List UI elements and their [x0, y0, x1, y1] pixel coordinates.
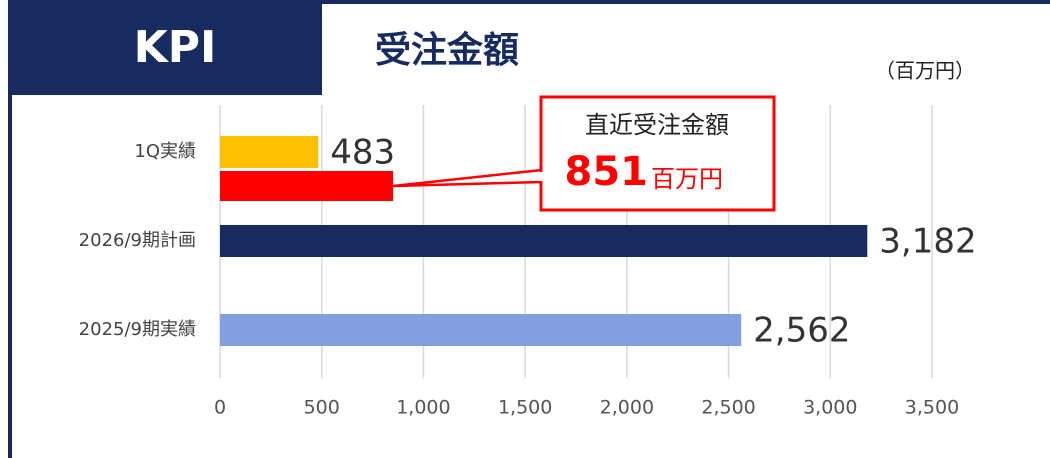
x-tick-label: 3,500	[905, 397, 959, 419]
value-label: 2,562	[753, 311, 850, 351]
frame-top	[95, 0, 1050, 4]
chart-title: 受注金額	[375, 29, 519, 71]
callout-box	[539, 95, 776, 212]
highlight-bar	[220, 171, 394, 201]
callout-title: 直近受注金額	[585, 111, 729, 139]
category-label: 1Q実績	[134, 141, 196, 162]
callout-value: 851	[565, 149, 649, 195]
category-label: 2025/9期実績	[79, 319, 196, 340]
value-label: 483	[330, 133, 395, 173]
badge-box	[8, 0, 322, 95]
value-label: 3,182	[879, 222, 976, 262]
bar	[220, 314, 742, 346]
x-tick-label: 500	[304, 397, 340, 419]
x-tick-label: 3,000	[803, 397, 857, 419]
category-label: 2026/9期計画	[79, 230, 196, 251]
x-tick-label: 0	[214, 397, 226, 419]
x-tick-label: 1,500	[498, 397, 552, 419]
bar	[220, 225, 868, 257]
bar	[220, 136, 319, 168]
x-tick-label: 1,000	[396, 397, 450, 419]
x-tick-label: 2,500	[701, 397, 755, 419]
x-tick-label: 2,000	[600, 397, 654, 419]
badge: KPI	[134, 22, 217, 73]
frame-left	[8, 0, 12, 458]
unit-label: （百万円）	[875, 59, 975, 83]
callout-unit: 百万円	[651, 165, 723, 193]
